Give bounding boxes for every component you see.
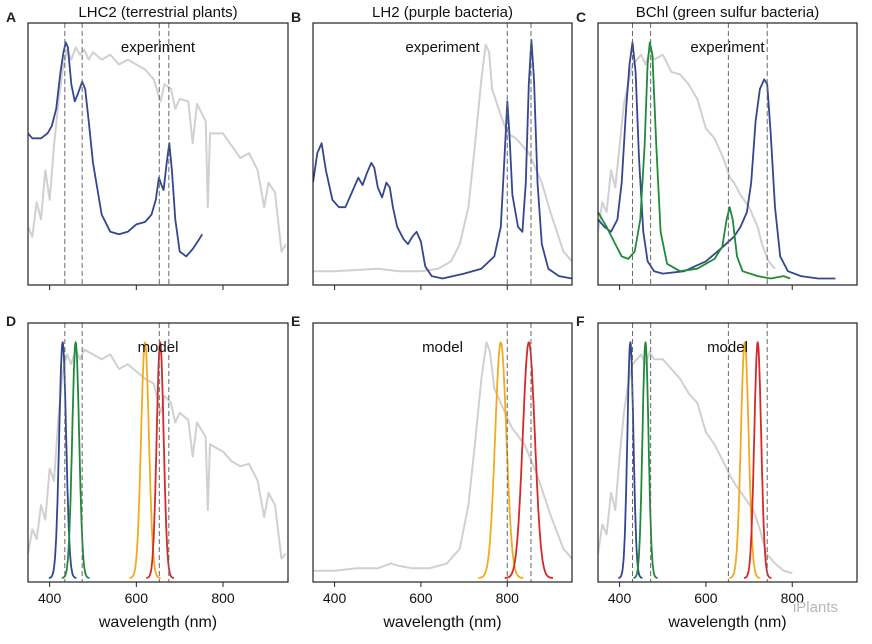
panel-letter: B <box>291 9 301 25</box>
panel-letter: E <box>291 313 300 329</box>
watermark-text: iPlants <box>792 599 838 616</box>
panel-frame <box>597 322 858 583</box>
plot-area <box>598 323 793 582</box>
x-tick-label: 600 <box>694 590 718 606</box>
panel-letter: D <box>6 313 16 329</box>
series-line-0 <box>28 348 287 560</box>
panel-annotation: experiment <box>690 39 765 56</box>
series-line-0 <box>28 46 287 253</box>
series-line-2 <box>632 341 658 579</box>
series-line-4 <box>145 341 175 579</box>
series-line-3 <box>728 341 761 579</box>
panel-letter: A <box>6 9 16 25</box>
plot-area <box>313 23 572 285</box>
panel-title: LHC2 (terrestrial plants) <box>78 4 237 21</box>
panel-annotation: model <box>138 339 179 356</box>
panel-letter: F <box>576 313 585 329</box>
panel-title: BChl (green sulfur bacteria) <box>636 4 819 21</box>
panel-a: A LHC2 (terrestrial plants) experiment <box>6 4 289 290</box>
panel-frame <box>27 22 289 286</box>
panel-frame <box>312 22 573 286</box>
series-line-2 <box>61 341 90 579</box>
plot-area <box>28 323 287 582</box>
series-line-1 <box>28 41 203 258</box>
x-axis-label: wavelength (nm) <box>382 614 501 631</box>
panel-annotation: model <box>707 339 748 356</box>
panel-title: LH2 (purple bacteria) <box>372 4 513 21</box>
series-line-0 <box>598 351 793 575</box>
x-tick-label: 600 <box>409 590 433 606</box>
panel-frame <box>597 22 858 286</box>
series-line-0 <box>313 341 572 572</box>
panel-annotation: experiment <box>405 39 480 56</box>
panel-annotation: experiment <box>121 39 196 56</box>
series-line-1 <box>313 39 572 280</box>
series-line-1 <box>48 341 77 579</box>
series-line-0 <box>313 43 572 273</box>
panel-annotation: model <box>422 339 463 356</box>
x-tick-label: 600 <box>125 590 149 606</box>
x-tick-label: 800 <box>211 590 235 606</box>
plot-area <box>313 323 572 582</box>
x-axis-label: wavelength (nm) <box>98 614 217 631</box>
x-tick-label: 400 <box>38 590 62 606</box>
panel-letter: C <box>576 9 586 25</box>
panel-b: B LH2 (purple bacteria) experiment <box>291 4 573 290</box>
x-tick-label: 400 <box>608 590 632 606</box>
panel-c: C BChl (green sulfur bacteria) experiment <box>576 4 858 290</box>
plot-area <box>598 23 836 285</box>
panel-frame <box>312 322 573 583</box>
plot-area <box>28 23 287 285</box>
series-line-1 <box>617 341 643 579</box>
series-line-1 <box>598 41 836 280</box>
x-tick-label: 400 <box>323 590 347 606</box>
series-line-2 <box>504 341 554 579</box>
series-line-2 <box>598 41 791 280</box>
series-line-1 <box>477 341 524 579</box>
x-tick-label: 800 <box>496 590 520 606</box>
series-line-0 <box>598 48 776 270</box>
x-tick-label: 800 <box>781 590 805 606</box>
x-axis-label: wavelength (nm) <box>667 614 786 631</box>
series-line-3 <box>128 341 162 579</box>
panel-frame <box>27 322 289 583</box>
